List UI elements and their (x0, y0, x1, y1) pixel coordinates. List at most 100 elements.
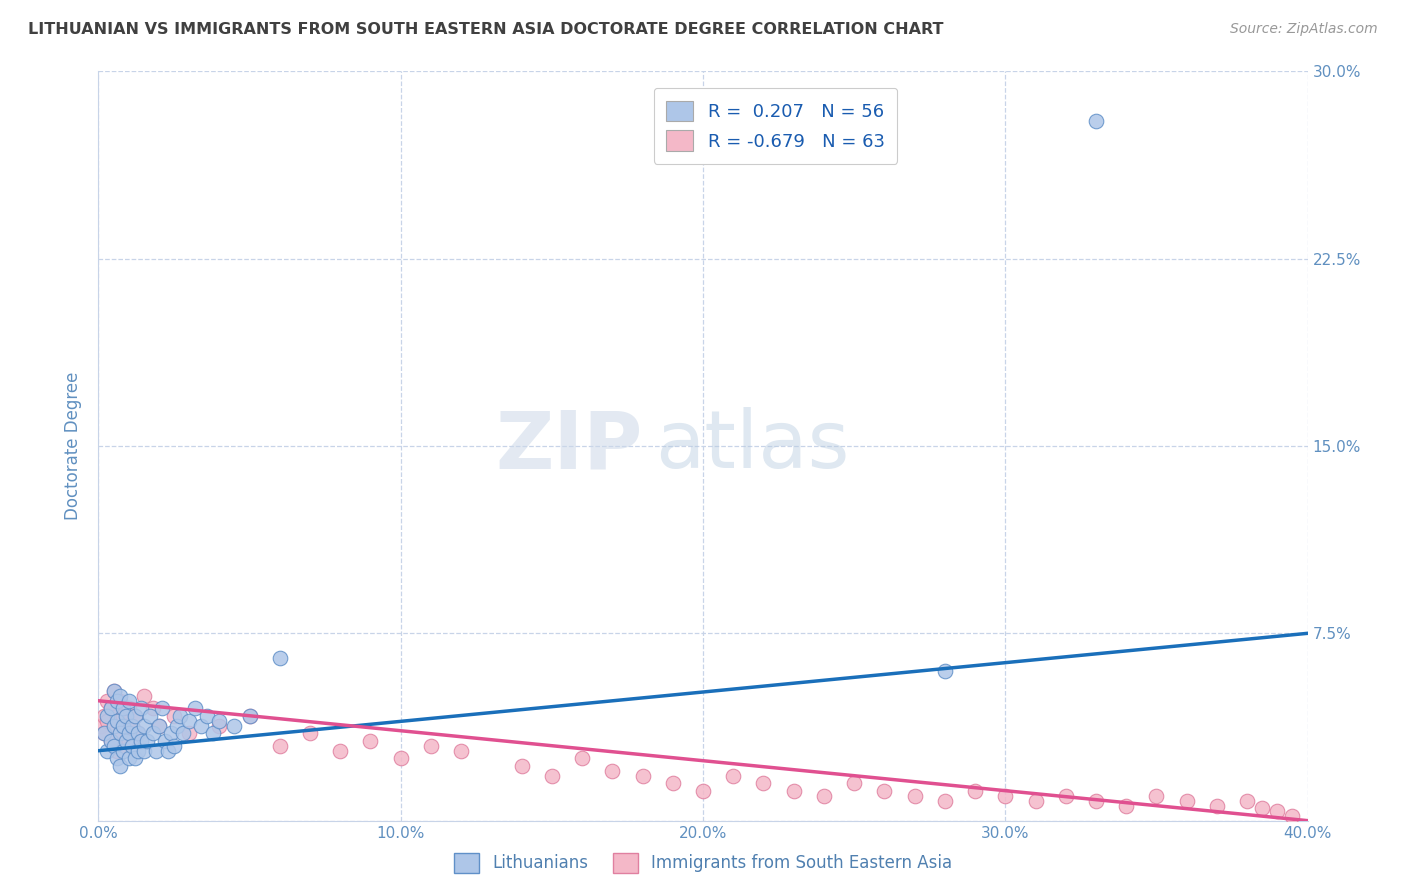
Point (1054, 789, 1077, 803)
Point (202, 726, 225, 740)
Point (239, 708, 262, 723)
Point (934, 664, 956, 678)
Point (172, 726, 194, 740)
Point (129, 701, 152, 715)
Text: ZIP: ZIP (495, 407, 643, 485)
Point (1206, 798, 1229, 813)
Point (510, 758, 533, 772)
Point (1085, 114, 1108, 128)
Point (103, 719, 125, 733)
Point (108, 689, 131, 703)
Point (132, 689, 155, 703)
Point (100, 733, 122, 747)
Point (184, 701, 207, 715)
Point (108, 758, 131, 772)
Point (934, 794, 956, 808)
Point (121, 739, 143, 753)
Point (111, 708, 134, 723)
Text: LITHUANIAN VS IMMIGRANTS FROM SOUTH EASTERN ASIA DOCTORATE DEGREE CORRELATION CH: LITHUANIAN VS IMMIGRANTS FROM SOUTH EAST… (28, 22, 943, 37)
Point (108, 726, 131, 740)
Point (100, 733, 122, 747)
Point (163, 739, 186, 753)
Point (661, 776, 683, 790)
Point (96, 694, 118, 708)
Point (145, 744, 167, 758)
Point (124, 708, 146, 723)
Point (114, 733, 136, 747)
Point (100, 701, 122, 715)
Point (114, 708, 136, 723)
Point (103, 683, 125, 698)
Point (132, 744, 155, 758)
Point (329, 744, 352, 758)
Point (602, 764, 624, 778)
Point (239, 708, 262, 723)
Point (111, 739, 134, 753)
Point (114, 719, 136, 733)
Point (1175, 794, 1198, 808)
Point (127, 744, 149, 758)
Point (100, 701, 122, 715)
Text: atlas: atlas (655, 407, 849, 485)
Point (1251, 801, 1274, 815)
Legend: Lithuanians, Immigrants from South Eastern Asia: Lithuanians, Immigrants from South Easte… (447, 847, 959, 880)
Point (103, 739, 125, 753)
Point (105, 714, 128, 728)
Legend: R =  0.207   N = 56, R = -0.679   N = 63: R = 0.207 N = 56, R = -0.679 N = 63 (654, 88, 897, 164)
Point (124, 708, 146, 723)
Y-axis label: Doctorate Degree: Doctorate Degree (63, 372, 82, 520)
Point (1115, 798, 1137, 813)
Point (105, 708, 128, 723)
Point (105, 744, 128, 758)
Point (723, 769, 745, 783)
Point (118, 701, 141, 715)
Point (103, 719, 125, 733)
Point (360, 733, 382, 747)
Point (224, 719, 246, 733)
Point (752, 776, 775, 790)
Point (179, 714, 201, 728)
Text: Source: ZipAtlas.com: Source: ZipAtlas.com (1230, 22, 1378, 37)
Point (450, 744, 472, 758)
Point (269, 651, 291, 665)
Point (169, 708, 191, 723)
Point (208, 719, 231, 733)
Point (179, 726, 201, 740)
Point (965, 783, 987, 797)
Point (90, 719, 112, 733)
Point (127, 726, 149, 740)
Point (873, 783, 896, 797)
Point (190, 719, 212, 733)
Point (105, 694, 128, 708)
Point (127, 726, 149, 740)
Point (118, 733, 141, 747)
Point (813, 789, 835, 803)
Point (156, 744, 179, 758)
Point (96, 744, 118, 758)
Point (208, 714, 231, 728)
Point (124, 751, 146, 765)
Point (129, 733, 152, 747)
Point (103, 683, 125, 698)
Point (994, 789, 1017, 803)
Point (783, 783, 806, 797)
Point (132, 719, 155, 733)
Point (904, 789, 927, 803)
Point (148, 719, 170, 733)
Point (160, 726, 183, 740)
Point (844, 776, 866, 790)
Point (1281, 808, 1303, 822)
Point (121, 719, 143, 733)
Point (1236, 794, 1258, 808)
Point (108, 694, 131, 708)
Point (420, 739, 443, 753)
Point (195, 708, 218, 723)
Point (571, 751, 593, 765)
Point (105, 751, 128, 765)
Point (150, 701, 173, 715)
Point (93, 708, 115, 723)
Point (118, 751, 141, 765)
Point (121, 719, 143, 733)
Point (1144, 789, 1167, 803)
Point (96, 708, 118, 723)
